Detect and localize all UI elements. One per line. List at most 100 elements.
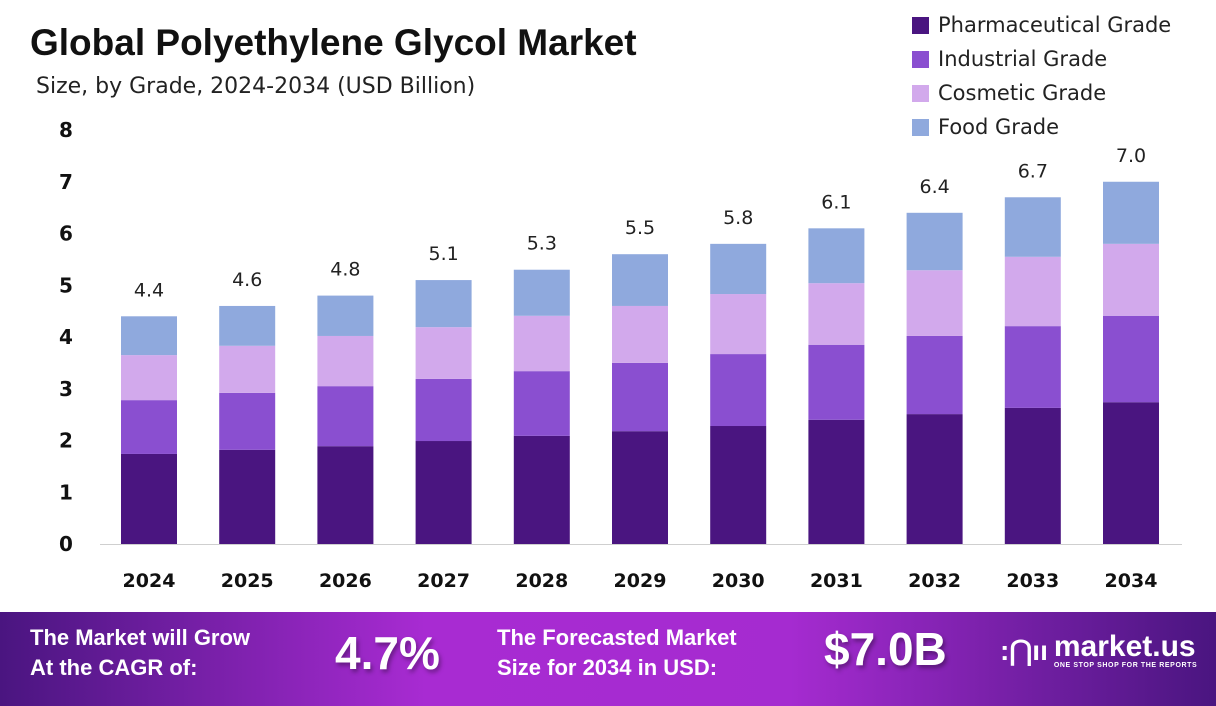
legend-label: Pharmaceutical Grade: [938, 13, 1172, 37]
forecast-value: $7.0B: [824, 623, 947, 675]
bar-segment-food-grade: [1103, 181, 1159, 244]
x-tick-label: 2032: [908, 570, 961, 592]
x-tick-label: 2026: [319, 570, 372, 592]
y-tick-label: 1: [59, 480, 73, 504]
bar-segment-food-grade: [808, 228, 865, 284]
bar-segment-pharmaceutical-grade: [415, 441, 472, 544]
bar-segment-industrial-grade: [612, 362, 668, 432]
y-tick-label: 7: [59, 170, 73, 194]
bar-segment-pharmaceutical-grade: [121, 453, 177, 544]
x-tick-label: 2024: [123, 570, 176, 592]
bar-segment-pharmaceutical-grade: [1103, 402, 1159, 544]
total-label: 7.0: [1116, 145, 1146, 167]
bar-segment-industrial-grade: [1103, 315, 1159, 403]
bar-segment-cosmetic-grade: [612, 305, 668, 363]
bar-segment-food-grade: [1004, 197, 1061, 257]
x-tick-label: 2031: [810, 570, 863, 592]
y-tick-label: 0: [59, 532, 73, 556]
bar-segment-cosmetic-grade: [1004, 256, 1061, 327]
logo-name: market.us: [1053, 630, 1196, 663]
cagr-label: The Market will Grow At the CAGR of:: [30, 623, 250, 683]
total-label: 4.8: [330, 259, 360, 281]
legend-label: Industrial Grade: [938, 47, 1108, 71]
forecast-label: The Forecasted Market Size for 2034 in U…: [497, 623, 737, 683]
bar-segment-pharmaceutical-grade: [612, 431, 668, 544]
bar-segment-industrial-grade: [415, 378, 472, 442]
chart-subtitle: Size, by Grade, 2024-2034 (USD Billion): [36, 74, 476, 99]
legend-item-food: Food Grade: [912, 110, 1171, 144]
total-label: 4.6: [232, 269, 262, 291]
bar-segment-cosmetic-grade: [1103, 243, 1159, 316]
y-tick-label: 8: [59, 118, 73, 142]
bar-segment-industrial-grade: [906, 335, 963, 415]
bar-segment-pharmaceutical-grade: [513, 435, 570, 544]
total-label: 4.4: [134, 279, 164, 301]
bar-segment-pharmaceutical-grade: [808, 419, 865, 544]
legend-item-industrial: Industrial Grade: [912, 42, 1171, 76]
x-tick-label: 2028: [515, 570, 568, 592]
bar-segment-industrial-grade: [121, 400, 177, 454]
total-label: 6.7: [1018, 160, 1048, 182]
bar-segment-industrial-grade: [808, 344, 865, 420]
x-tick-label: 2030: [712, 570, 765, 592]
cagr-label-line2: At the CAGR of:: [30, 655, 198, 680]
bar-segment-pharmaceutical-grade: [1004, 407, 1061, 544]
legend-item-pharmaceutical: Pharmaceutical Grade: [912, 8, 1171, 42]
bar-segment-cosmetic-grade: [808, 283, 865, 345]
bar-segment-industrial-grade: [513, 371, 570, 436]
bar-segment-food-grade: [906, 212, 963, 271]
bar-segment-food-grade: [513, 269, 570, 316]
bar-segment-food-grade: [710, 243, 767, 295]
y-tick-label: 5: [59, 273, 73, 297]
logo-mark-icon: :⋂ıı: [1000, 635, 1048, 666]
y-tick-label: 4: [59, 325, 73, 349]
chart-plot: 0 1 2 3 4 5 6 7 8 4.4 2024 4.6 2025 4.8 2026 5.1 2027 5.3…: [59, 118, 1182, 592]
bar-segment-cosmetic-grade: [317, 335, 374, 387]
bar-segment-pharmaceutical-grade: [906, 414, 963, 544]
legend-item-cosmetic: Cosmetic Grade: [912, 76, 1171, 110]
bar-segment-cosmetic-grade: [513, 315, 570, 372]
bar-segment-cosmetic-grade: [121, 355, 177, 401]
y-tick-label: 2: [59, 429, 73, 453]
bar-segment-industrial-grade: [219, 392, 276, 450]
legend-label: Cosmetic Grade: [938, 81, 1107, 105]
bar-segment-food-grade: [121, 316, 177, 356]
cagr-label-line1: The Market will Grow: [30, 625, 251, 650]
forecast-label-line1: The Forecasted Market: [497, 625, 737, 650]
total-label: 5.8: [723, 207, 753, 229]
bar-segment-cosmetic-grade: [906, 270, 963, 336]
total-label: 5.3: [527, 233, 557, 255]
bar-segment-industrial-grade: [710, 354, 767, 427]
legend: Pharmaceutical Grade Industrial Grade Co…: [912, 8, 1171, 144]
summary-banner: The Market will Grow At the CAGR of: 4.7…: [0, 612, 1216, 706]
total-label: 5.1: [428, 243, 458, 265]
bar-segment-cosmetic-grade: [710, 294, 767, 355]
total-label: 5.5: [625, 217, 655, 239]
bar-segment-food-grade: [317, 295, 374, 336]
legend-swatch: [912, 16, 929, 34]
bar-segment-pharmaceutical-grade: [710, 426, 767, 544]
cagr-value: 4.7%: [335, 627, 440, 679]
bar-segment-cosmetic-grade: [415, 327, 472, 379]
logo-tagline: ONE STOP SHOP FOR THE REPORTS: [1053, 662, 1198, 669]
bar-segment-industrial-grade: [1004, 326, 1061, 408]
total-label: 6.1: [821, 191, 851, 213]
bar-segment-food-grade: [219, 305, 276, 346]
legend-swatch: [912, 50, 929, 68]
x-tick-label: 2034: [1105, 570, 1158, 592]
x-tick-label: 2033: [1006, 570, 1059, 592]
bar-segment-pharmaceutical-grade: [317, 446, 374, 544]
bar-segment-cosmetic-grade: [219, 345, 276, 393]
y-tick-label: 6: [59, 222, 73, 246]
bar-segment-food-grade: [415, 280, 472, 328]
chart-title: Global Polyethylene Glycol Market: [30, 22, 637, 63]
x-tick-label: 2029: [614, 570, 667, 592]
forecast-label-line2: Size for 2034 in USD:: [497, 655, 718, 680]
legend-label: Food Grade: [938, 115, 1060, 139]
x-tick-label: 2027: [417, 570, 470, 592]
total-label: 6.4: [919, 176, 949, 198]
bar-segment-pharmaceutical-grade: [219, 449, 276, 544]
bar-segment-industrial-grade: [317, 386, 374, 447]
marketus-logo: :⋂ıı market.us ONE STOP SHOP FOR THE REP…: [1000, 630, 1198, 670]
legend-swatch: [912, 118, 929, 136]
